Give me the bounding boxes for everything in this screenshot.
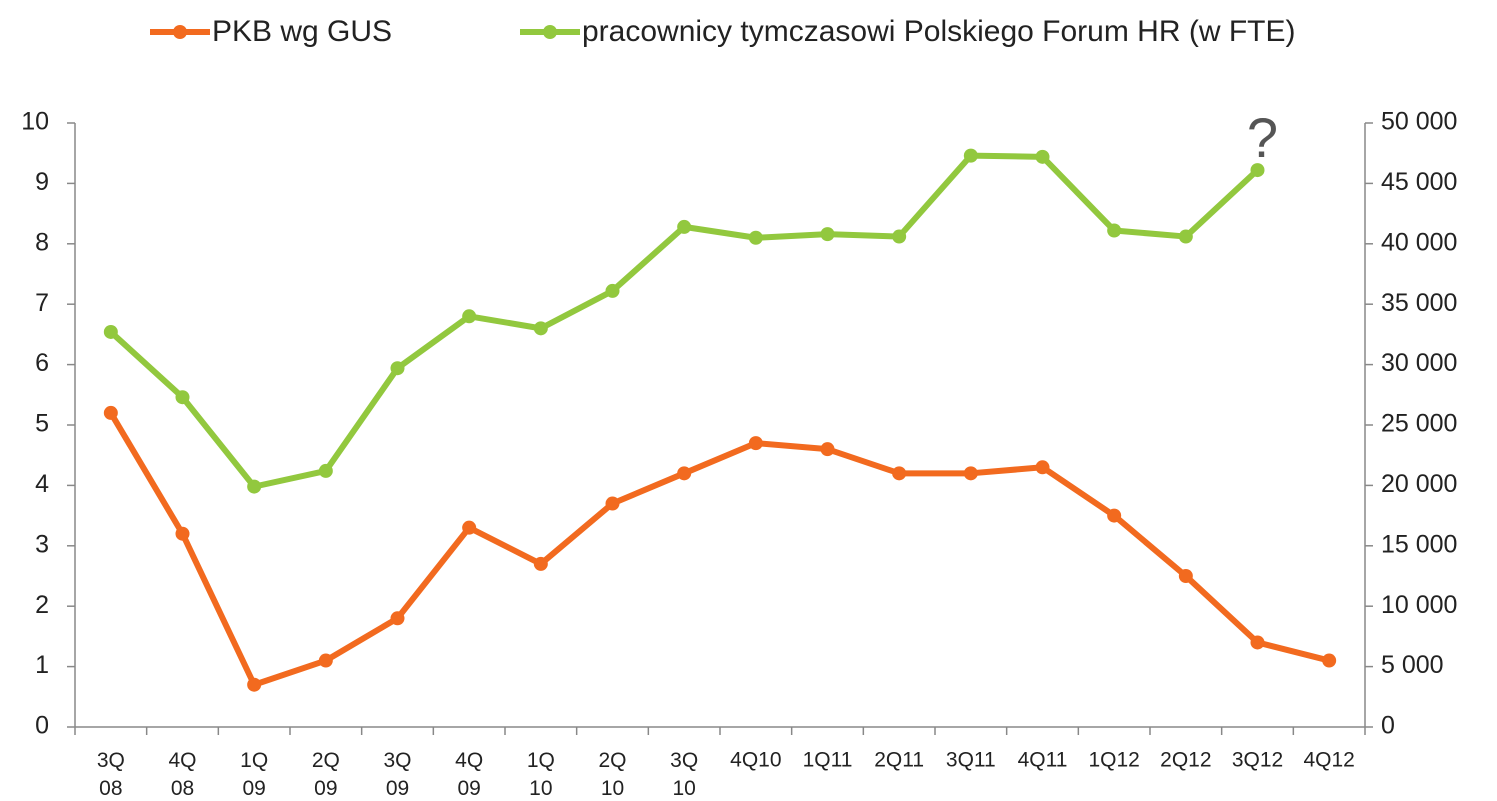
point xyxy=(533,556,548,571)
y2-tick-label: 40 000 xyxy=(1381,228,1457,256)
x-tick-label: 1Q 10 xyxy=(527,749,555,800)
point xyxy=(247,677,262,692)
y-tick-label: 3 xyxy=(35,530,49,558)
y-tick-label: 8 xyxy=(35,228,49,256)
annotation: ? xyxy=(1247,106,1278,169)
y-tick-label: 7 xyxy=(35,289,49,317)
y2-tick-label: 10 000 xyxy=(1381,591,1457,619)
y2-tick-label: 35 000 xyxy=(1381,289,1457,317)
point xyxy=(103,324,118,339)
y2-tick-label: 50 000 xyxy=(1381,108,1457,136)
series-line xyxy=(108,152,1260,490)
legend-label: PKB wg GUS xyxy=(212,15,392,48)
y2-tick-label: 0 xyxy=(1381,712,1395,740)
x-tick-label: 4Q 08 xyxy=(168,749,196,800)
point xyxy=(677,219,692,234)
point xyxy=(103,405,118,420)
x-tick-label: 3Q11 xyxy=(946,749,996,772)
y-tick-label: 6 xyxy=(35,349,49,377)
x-tick-label: 3Q 10 xyxy=(670,749,698,800)
y-tick-label: 0 xyxy=(35,712,49,740)
point xyxy=(1035,149,1050,164)
y2-tick-label: 45 000 xyxy=(1381,168,1457,196)
point xyxy=(892,466,907,481)
y2-tick-label: 15 000 xyxy=(1381,530,1457,558)
point xyxy=(318,463,333,478)
point xyxy=(390,361,405,376)
point xyxy=(175,526,190,541)
legend-label: pracownicy tymczasowi Polskiego Forum HR… xyxy=(582,15,1295,48)
point xyxy=(390,611,405,626)
y2-tick-label: 5 000 xyxy=(1381,651,1444,679)
y2-tick-label: 20 000 xyxy=(1381,470,1457,498)
x-tick-label: 4Q 09 xyxy=(455,749,483,800)
point xyxy=(1035,460,1050,475)
x-tick-label: 2Q12 xyxy=(1160,749,1211,772)
legend-marker xyxy=(173,25,187,39)
point xyxy=(1107,508,1122,523)
y2-tick-label: 25 000 xyxy=(1381,410,1457,438)
point xyxy=(462,520,477,535)
y-tick-label: 4 xyxy=(35,470,49,498)
point xyxy=(892,229,907,244)
legend-marker xyxy=(543,25,557,39)
x-tick-label: 3Q 08 xyxy=(97,749,125,800)
x-tick-label: 3Q 09 xyxy=(383,749,411,800)
point xyxy=(748,436,763,451)
y-tick-label: 5 xyxy=(35,410,49,438)
x-tick-label: 4Q10 xyxy=(730,749,781,772)
point xyxy=(247,479,262,494)
series-line xyxy=(108,411,1330,688)
y-tick-label: 9 xyxy=(35,168,49,196)
point xyxy=(963,466,978,481)
point xyxy=(605,496,620,511)
point xyxy=(1178,229,1193,244)
y-tick-label: 1 xyxy=(35,651,49,679)
point xyxy=(1107,223,1122,238)
x-tick-label: 1Q 09 xyxy=(240,749,268,800)
point xyxy=(605,283,620,298)
point xyxy=(1250,163,1265,178)
x-tick-label: 4Q11 xyxy=(1018,749,1068,772)
point xyxy=(318,653,333,668)
x-tick-label: 3Q12 xyxy=(1232,749,1283,772)
x-tick-label: 1Q11 xyxy=(803,749,853,772)
point xyxy=(820,227,835,242)
x-tick-label: 1Q12 xyxy=(1088,749,1139,772)
point xyxy=(963,148,978,163)
point xyxy=(748,230,763,245)
point xyxy=(1178,569,1193,583)
y-tick-label: 2 xyxy=(35,591,49,619)
point xyxy=(462,309,477,324)
point xyxy=(533,321,548,336)
point xyxy=(677,466,692,481)
x-tick-label: 2Q11 xyxy=(874,749,924,772)
x-tick-label: 2Q 09 xyxy=(312,749,340,800)
point xyxy=(175,390,190,405)
y2-tick-label: 30 000 xyxy=(1381,349,1457,377)
point xyxy=(1250,635,1265,650)
x-tick-label: 4Q12 xyxy=(1303,749,1354,772)
point xyxy=(820,442,835,457)
y-tick-label: 10 xyxy=(21,108,49,136)
x-tick-label: 2Q 10 xyxy=(598,749,626,800)
point xyxy=(1322,653,1337,668)
